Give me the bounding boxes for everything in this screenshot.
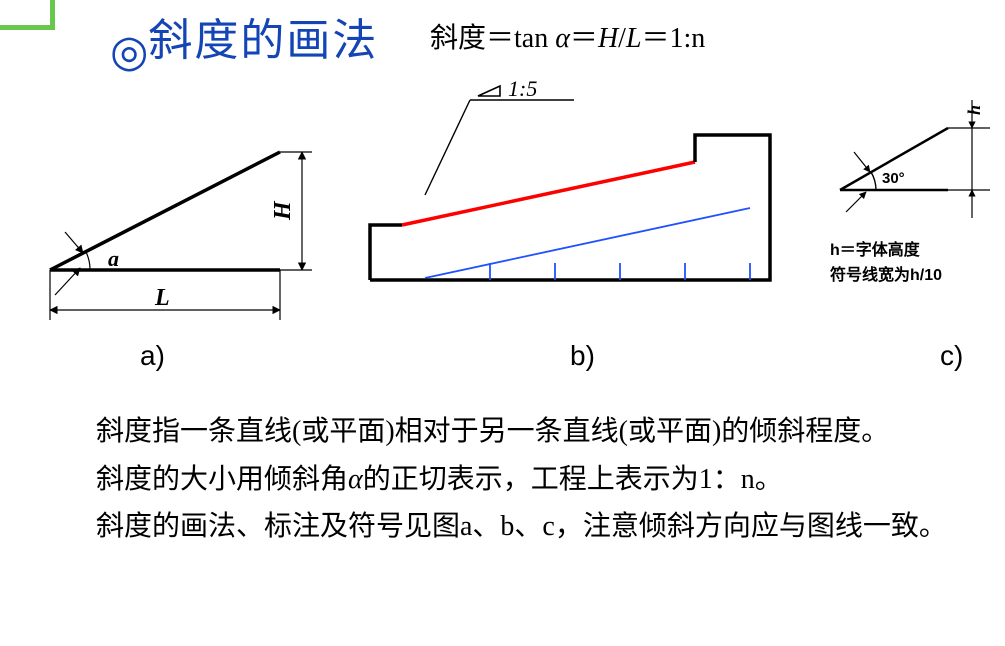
fig-label-b: b)	[570, 340, 595, 372]
title-bullet-icon: ◎	[110, 26, 148, 77]
ratio-label: 1:5	[508, 80, 537, 101]
formula-alpha: α	[555, 23, 570, 54]
construction-line	[425, 208, 750, 278]
body-text: 斜度指一条直线(或平面)相对于另一条直线(或平面)的倾斜程度。 斜度的大小用倾斜…	[40, 408, 970, 551]
part-outline	[370, 135, 770, 280]
diagram-b: 1:5	[340, 80, 810, 310]
h-label: h	[964, 105, 984, 115]
note-1: h＝字体高度	[830, 240, 921, 259]
slope-callout-icon: 1:5	[425, 80, 574, 195]
para-2b: 的正切表示，工程上表示为1：n。	[363, 464, 783, 495]
corner-ornament	[0, 0, 55, 30]
formula-L: L	[626, 23, 642, 54]
fig-label-a: a)	[140, 340, 165, 372]
triangle-icon	[50, 152, 280, 270]
formula-H: H	[598, 23, 618, 54]
para-2: 斜度的大小用倾斜角α的正切表示，工程上表示为1：n。	[40, 456, 970, 504]
L-label: L	[154, 285, 170, 311]
para-3: 斜度的画法、标注及符号见图a、b、c，注意倾斜方向应与图线一致。	[40, 503, 970, 551]
fig-label-c: c)	[940, 340, 963, 372]
formula-prefix: 斜度＝tan	[430, 23, 555, 54]
slope-symbol-icon: 30° h	[840, 100, 990, 218]
page: ◎斜度的画法 斜度＝tan α＝H/L＝1:n a	[0, 0, 1005, 646]
diagram-a: a L H	[20, 120, 320, 340]
formula-tail: ＝1:n	[642, 23, 706, 54]
angle-30-label: 30°	[882, 170, 905, 187]
H-label: H	[270, 200, 296, 221]
para-1: 斜度指一条直线(或平面)相对于另一条直线(或平面)的倾斜程度。	[40, 408, 970, 456]
page-title: ◎斜度的画法	[110, 4, 378, 77]
para-2a: 斜度的大小用倾斜角	[40, 464, 348, 495]
angle-label: a	[108, 246, 119, 271]
ticks	[490, 263, 750, 280]
formula-mid: ＝	[570, 23, 598, 54]
note-2: 符号线宽为h/10	[830, 265, 942, 284]
slope-formula: 斜度＝tan α＝H/L＝1:n	[430, 16, 705, 56]
para-2-alpha: α	[348, 464, 363, 495]
diagram-c: 30° h h＝字体高度 符号线宽为h/10	[830, 80, 1000, 310]
title-text: 斜度的画法	[148, 16, 378, 65]
formula-slash: /	[618, 23, 626, 54]
diagram-row: a L H 1:5	[0, 80, 1005, 340]
